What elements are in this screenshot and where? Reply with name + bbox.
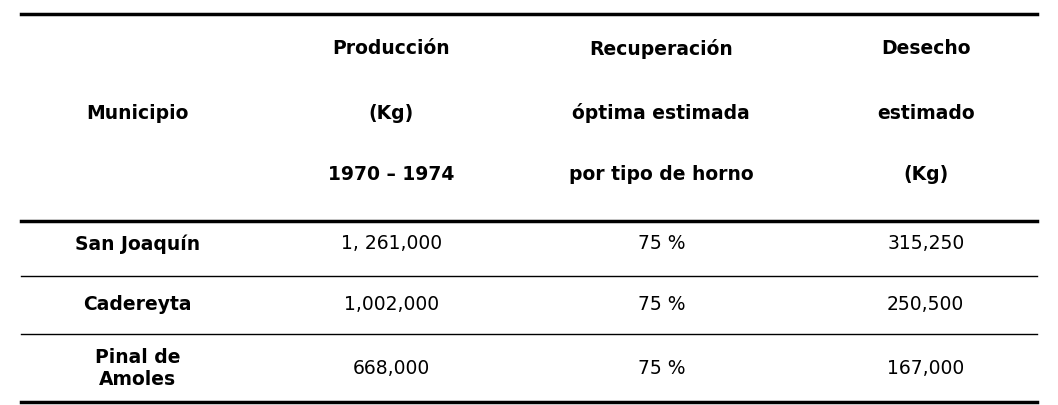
Text: 1970 – 1974: 1970 – 1974 (328, 165, 455, 183)
Text: 1, 261,000: 1, 261,000 (341, 234, 442, 253)
Text: 167,000: 167,000 (887, 359, 965, 378)
Text: 250,500: 250,500 (887, 296, 965, 314)
Text: 75 %: 75 % (638, 296, 685, 314)
Text: por tipo de horno: por tipo de horno (569, 165, 753, 183)
Text: estimado: estimado (877, 104, 974, 123)
Text: 75 %: 75 % (638, 234, 685, 253)
Text: Producción: Producción (332, 39, 451, 58)
Text: Desecho: Desecho (881, 39, 970, 58)
Text: (Kg): (Kg) (369, 104, 414, 123)
Text: Municipio: Municipio (87, 104, 188, 123)
Text: Pinal de
Amoles: Pinal de Amoles (95, 348, 180, 389)
Text: 75 %: 75 % (638, 359, 685, 378)
Text: (Kg): (Kg) (904, 165, 948, 183)
Text: Recuperación: Recuperación (589, 38, 733, 59)
Text: 668,000: 668,000 (352, 359, 431, 378)
Text: San Joaquín: San Joaquín (75, 234, 200, 254)
Text: 1,002,000: 1,002,000 (344, 296, 439, 314)
Text: óptima estimada: óptima estimada (572, 103, 750, 124)
Text: 315,250: 315,250 (887, 234, 965, 253)
Text: Cadereyta: Cadereyta (84, 296, 191, 314)
